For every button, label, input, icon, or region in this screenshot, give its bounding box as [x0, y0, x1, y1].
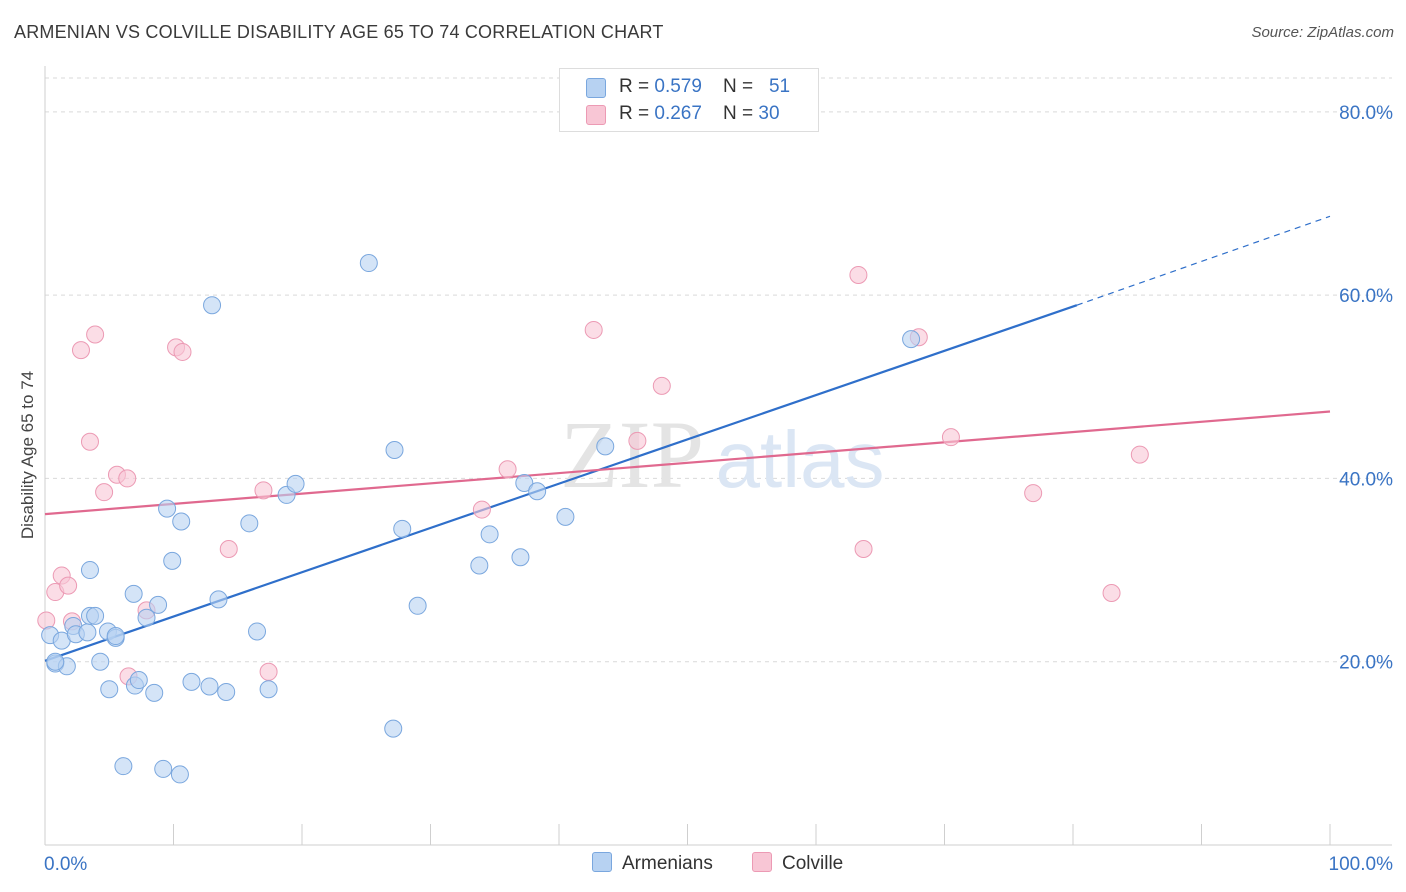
point-armenians [528, 482, 547, 501]
point-colville [219, 539, 238, 558]
point-armenians [182, 672, 201, 691]
trend-line-armenians [44, 304, 1078, 662]
point-colville [854, 539, 873, 558]
point-armenians [259, 680, 278, 699]
x-tick-label: 100.0% [1329, 854, 1394, 875]
point-armenians [163, 551, 182, 570]
point-colville [59, 576, 78, 595]
point-colville [86, 325, 105, 344]
point-armenians [137, 608, 156, 627]
point-armenians [359, 254, 378, 273]
point-armenians [217, 682, 236, 701]
x-tick-label: 0.0% [44, 854, 87, 875]
legend-r-label: R = [619, 103, 655, 124]
point-armenians [556, 507, 575, 526]
y-tick-label: 20.0% [1339, 653, 1393, 674]
bottom-legend-swatch-armenians [592, 852, 612, 872]
trend-line-armenians-extension [1076, 215, 1331, 306]
point-colville [941, 428, 960, 447]
point-colville [118, 469, 137, 488]
point-armenians [106, 627, 125, 646]
point-colville [498, 460, 517, 479]
point-armenians [78, 623, 97, 642]
point-armenians [158, 499, 177, 518]
axes [44, 66, 1392, 846]
point-colville [1102, 583, 1121, 602]
point-armenians [200, 677, 219, 696]
watermark-atlas: atlas [716, 415, 885, 504]
source-label: Source: ZipAtlas.com [1251, 24, 1394, 41]
point-armenians [902, 330, 921, 349]
legend-r-value-armenians: 0.579 [654, 76, 702, 97]
data-points [37, 254, 1149, 784]
point-armenians [511, 548, 530, 567]
point-armenians [145, 683, 164, 702]
y-tick-label: 40.0% [1339, 469, 1393, 490]
point-colville [584, 320, 603, 339]
point-colville [259, 662, 278, 681]
point-colville [80, 432, 99, 451]
point-armenians [80, 561, 99, 580]
chart-title: ARMENIAN VS COLVILLE DISABILITY AGE 65 T… [14, 22, 664, 42]
bottom-legend-armenians: Armenians [592, 852, 713, 875]
bottom-legend-swatch-colville [752, 852, 772, 872]
point-armenians [596, 437, 615, 456]
point-armenians [385, 441, 404, 460]
point-armenians [100, 680, 119, 699]
point-colville [1130, 445, 1149, 464]
point-colville [849, 265, 868, 284]
tick-labels: 20.0% 40.0% 60.0% 80.0% 0.0% 100.0% [44, 103, 1393, 875]
point-armenians [91, 652, 110, 671]
legend-r-value-colville: 0.267 [654, 103, 702, 124]
legend-swatch-armenians [586, 78, 606, 98]
point-armenians [209, 590, 228, 609]
point-armenians [149, 595, 168, 614]
y-tick-label: 60.0% [1339, 286, 1393, 307]
legend-swatch-colville [586, 105, 606, 125]
y-tick-label: 80.0% [1339, 103, 1393, 124]
point-armenians [170, 765, 189, 784]
legend-n-value-armenians: 51 [768, 76, 791, 97]
point-colville [472, 500, 491, 519]
legend-n-label: N = [723, 103, 759, 124]
point-armenians [286, 474, 305, 493]
point-armenians [515, 473, 534, 492]
bottom-legend-label-armenians: Armenians [622, 853, 713, 874]
point-armenians [248, 622, 267, 641]
point-armenians [154, 759, 173, 778]
bottom-legend-label-colville: Colville [782, 853, 844, 874]
legend-r-label: R = [619, 76, 655, 97]
point-armenians [86, 606, 105, 625]
watermark: ZIP atlas [560, 401, 884, 508]
point-armenians [480, 525, 499, 544]
point-armenians [384, 719, 403, 738]
point-armenians [203, 296, 222, 315]
grid-lines [45, 77, 1392, 663]
point-armenians [46, 652, 65, 671]
point-colville [254, 481, 273, 500]
legend-n-value-colville: 30 [758, 103, 780, 124]
point-colville [173, 342, 192, 361]
point-colville [71, 341, 90, 360]
point-armenians [408, 596, 427, 615]
bottom-legend-colville: Colville [752, 852, 843, 875]
point-armenians [114, 757, 133, 776]
point-armenians [124, 584, 143, 603]
point-colville [1024, 484, 1043, 503]
point-armenians [240, 514, 259, 533]
point-colville [652, 376, 671, 395]
watermark-zip: ZIP [560, 401, 704, 508]
point-colville [628, 431, 647, 450]
point-armenians [470, 556, 489, 575]
point-armenians [129, 671, 148, 690]
legend-box: R = 0.579 N = 51 R = 0.267 N = 30 [559, 68, 819, 132]
point-armenians [393, 519, 412, 538]
legend-n-label: N = [723, 76, 759, 97]
trend-lines [44, 215, 1331, 662]
point-armenians [172, 512, 191, 531]
point-colville [95, 483, 114, 502]
